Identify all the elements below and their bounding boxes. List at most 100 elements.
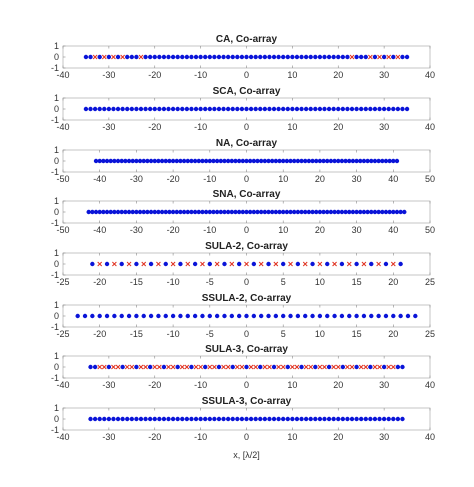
hole-marker (92, 54, 98, 60)
lag-point (97, 209, 102, 215)
lag-point (166, 106, 171, 112)
lag-point (369, 158, 374, 164)
lag-point (141, 209, 146, 215)
lag-point (253, 106, 258, 112)
lag-point (314, 158, 319, 164)
lag-point (387, 158, 392, 164)
lag-point (163, 209, 168, 215)
lag-point (339, 261, 345, 267)
lag-point (381, 364, 387, 370)
lag-point (161, 106, 167, 112)
hole-marker (303, 364, 309, 370)
lag-point (361, 158, 367, 164)
lag-point (326, 416, 332, 422)
x-tick-label: -20 (148, 122, 161, 132)
lag-point (358, 158, 363, 164)
lag-point (266, 313, 271, 319)
x-tick-label: -30 (130, 174, 143, 184)
x-tick-label: 10 (278, 174, 288, 184)
lag-point (314, 209, 319, 215)
lag-point (363, 416, 368, 422)
x-tick-label: 10 (315, 277, 325, 287)
x-tick-label: -25 (56, 329, 69, 339)
lag-point (137, 158, 143, 164)
lag-point (361, 313, 367, 319)
lag-point (141, 158, 146, 164)
lag-point (292, 209, 297, 215)
lag-point (189, 364, 194, 370)
lag-point (129, 54, 135, 60)
lag-point (273, 209, 279, 215)
lag-point (253, 54, 258, 60)
lag-point (269, 158, 275, 164)
lag-point (358, 106, 364, 112)
lag-point (391, 54, 396, 60)
lag-point (120, 106, 125, 112)
lag-point (104, 158, 110, 164)
lag-point (354, 54, 359, 60)
lag-point (185, 158, 190, 164)
lag-point (365, 158, 370, 164)
y-tick-label: 1 (54, 145, 59, 155)
lag-point (200, 313, 205, 319)
lag-point (321, 158, 326, 164)
lag-point (239, 54, 245, 60)
x-tick-label: 40 (425, 432, 435, 442)
lag-point (317, 209, 323, 215)
lag-point (258, 364, 263, 370)
lag-point (395, 364, 401, 370)
lag-point (163, 313, 168, 319)
hole-marker (322, 364, 327, 370)
y-tick-label: 1 (54, 300, 59, 310)
lag-point (221, 416, 226, 422)
lag-point (152, 54, 157, 60)
lag-point (347, 313, 352, 319)
lag-point (340, 106, 346, 112)
lag-point (295, 313, 301, 319)
x-tick-label: -15 (130, 329, 143, 339)
hole-marker (273, 261, 279, 267)
x-tick-label: 30 (379, 122, 389, 132)
y-tick-label: 0 (54, 156, 59, 166)
lag-point (126, 158, 132, 164)
y-tick-label: 0 (54, 311, 59, 321)
x-tick-label: -30 (102, 380, 115, 390)
lag-point (313, 106, 318, 112)
lag-point (88, 364, 93, 370)
x-tick-label: -10 (203, 225, 216, 235)
lag-point (290, 54, 295, 60)
lag-point (93, 158, 99, 164)
x-tick-label: 10 (287, 380, 297, 390)
lag-point (225, 209, 231, 215)
lag-point (125, 106, 130, 112)
x-tick-label: 40 (425, 70, 435, 80)
subplot-title: SNA, Co-array (213, 189, 281, 200)
y-tick-label: -1 (51, 218, 59, 228)
lag-point (277, 158, 282, 164)
lag-point (310, 313, 315, 319)
lag-point (207, 106, 212, 112)
lag-point (230, 54, 235, 60)
hole-marker (346, 261, 352, 267)
hole-marker (276, 364, 281, 370)
hole-marker (331, 364, 337, 370)
lag-point (313, 54, 318, 60)
x-tick-label: 40 (388, 225, 398, 235)
x-tick-label: 0 (244, 329, 249, 339)
hole-marker (386, 54, 392, 60)
lag-point (240, 158, 246, 164)
lag-point (216, 54, 222, 60)
lag-point (148, 158, 154, 164)
hole-marker (115, 364, 121, 370)
lag-point (343, 158, 348, 164)
lag-point (192, 313, 198, 319)
lag-point (310, 158, 315, 164)
lag-point (170, 209, 176, 215)
lag-point (130, 209, 135, 215)
x-tick-label: 5 (281, 329, 286, 339)
lag-point (239, 106, 245, 112)
lag-point (111, 106, 116, 112)
lag-point (198, 106, 203, 112)
lag-point (303, 209, 308, 215)
lag-point (216, 364, 222, 370)
